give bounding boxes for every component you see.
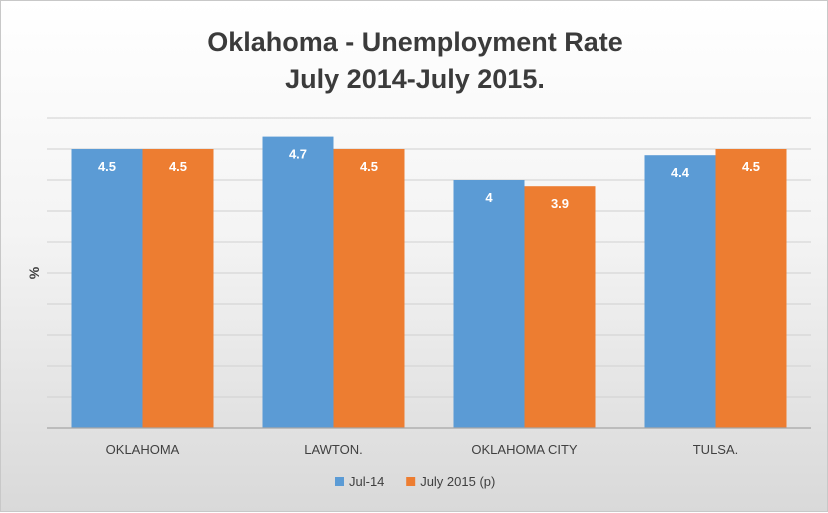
bars: 4.5 4.5 4.7 4.5 4 3.9 4.4 4.5 xyxy=(71,136,787,428)
legend-label: July 2015 (p) xyxy=(420,474,495,489)
y-axis-label: % xyxy=(26,266,42,279)
data-label: 3.9 xyxy=(551,196,569,211)
bar xyxy=(524,186,596,428)
bar xyxy=(71,149,143,428)
legend-swatch xyxy=(335,477,344,486)
data-label: 4.4 xyxy=(671,165,690,180)
legend-swatch xyxy=(406,477,416,486)
bar xyxy=(715,149,787,428)
x-tick-label: OKLAHOMA CITY xyxy=(471,442,578,457)
bar xyxy=(262,136,334,428)
data-label: 4.5 xyxy=(360,159,378,174)
chart-title-line-1: Oklahoma - Unemployment Rate xyxy=(207,27,623,57)
data-label: 4.7 xyxy=(289,147,307,162)
data-label: 4 xyxy=(485,190,493,205)
bar xyxy=(142,149,214,428)
data-label: 4.5 xyxy=(742,159,760,174)
x-tick-label: LAWTON. xyxy=(304,442,363,457)
legend: Jul-14 July 2015 (p) xyxy=(335,474,495,489)
bar xyxy=(453,180,525,428)
bar xyxy=(644,155,716,428)
x-axis-ticks: OKLAHOMA LAWTON. OKLAHOMA CITY TULSA. xyxy=(106,442,739,457)
data-label: 4.5 xyxy=(169,159,187,174)
x-tick-label: OKLAHOMA xyxy=(106,442,180,457)
x-tick-label: TULSA. xyxy=(693,442,739,457)
chart-title-line-2: July 2014-July 2015. xyxy=(285,64,545,94)
data-label: 4.5 xyxy=(98,159,116,174)
legend-label: Jul-14 xyxy=(349,474,384,489)
bar xyxy=(333,149,405,428)
